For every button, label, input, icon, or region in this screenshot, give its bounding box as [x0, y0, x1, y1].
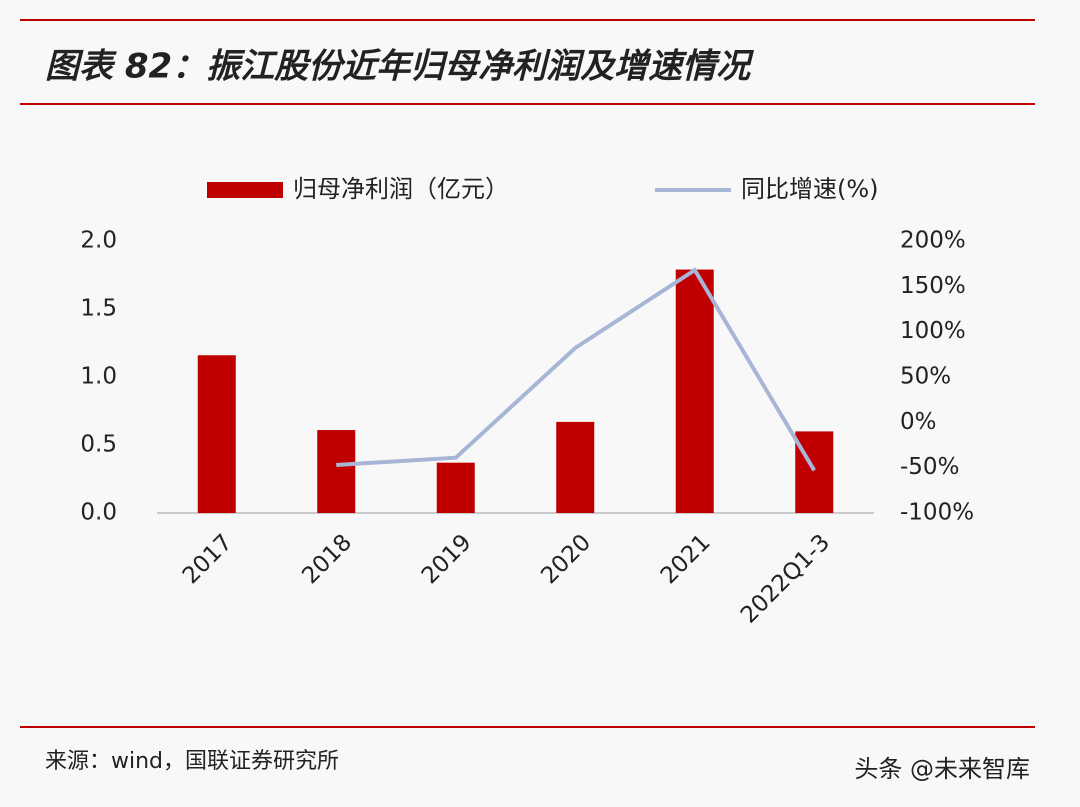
bar	[197, 355, 236, 513]
chart-title: 图表 82：振江股份近年归母净利润及增速情况	[45, 47, 754, 87]
y-tick-label: 0.5	[80, 432, 117, 458]
legend-label: 归母净利润（亿元）	[293, 175, 509, 203]
bar	[795, 431, 834, 513]
y2-tick-label: -100%	[900, 500, 974, 526]
legend-swatch	[207, 182, 283, 198]
bar	[556, 421, 595, 513]
legend-label: 同比增速(%)	[741, 175, 879, 203]
y2-tick-label: 50%	[900, 364, 951, 390]
y-tick-label: 1.5	[80, 296, 117, 322]
y-tick-label: 2.0	[80, 228, 117, 254]
bar	[317, 430, 356, 513]
y2-tick-label: 150%	[900, 273, 966, 299]
watermark: 头条 @未来智库	[854, 755, 1030, 783]
y2-tick-label: 200%	[900, 228, 966, 254]
y2-tick-label: 0%	[900, 409, 937, 435]
y-tick-label: 1.0	[80, 364, 117, 390]
bar	[675, 269, 714, 513]
y2-tick-label: -50%	[900, 454, 959, 480]
source: 来源：wind，国联证券研究所	[45, 749, 339, 774]
bar	[436, 462, 475, 513]
y-tick-label: 0.0	[80, 500, 117, 526]
line	[336, 267, 816, 472]
y2-tick-label: 100%	[900, 318, 966, 344]
